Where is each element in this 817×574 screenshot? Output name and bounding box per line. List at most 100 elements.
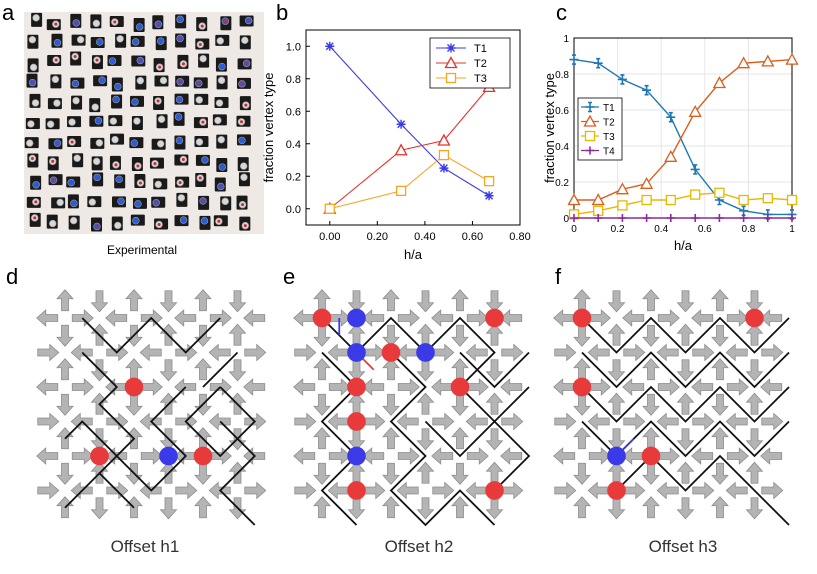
magnet-pole: [116, 35, 124, 43]
spin-arrow: [745, 497, 764, 520]
magnet: [129, 137, 144, 149]
spin-arrow: [711, 427, 729, 450]
magnet-pole: [179, 216, 188, 224]
spin-arrow: [293, 447, 316, 465]
spin-arrow: [642, 496, 660, 519]
spin-arrow: [711, 289, 729, 312]
magnet: [110, 133, 125, 145]
magnet-pole: [238, 136, 246, 145]
magnet-pole: [98, 76, 106, 84]
legend-label-c: T4: [603, 147, 615, 158]
spin-arrow: [711, 462, 729, 485]
spin-arrow: [485, 392, 504, 415]
spin-arrow: [416, 323, 435, 346]
positive-charge: [124, 377, 144, 397]
magnet-dot: [244, 103, 248, 107]
magnet-dot: [34, 200, 38, 204]
spin-arrow: [622, 309, 645, 327]
magnet-dot: [239, 120, 243, 124]
magnet: [131, 157, 143, 172]
spin-arrow: [588, 447, 611, 465]
panel-label-f: f: [555, 264, 562, 289]
magnet-pole: [46, 120, 55, 128]
magnet-dot: [113, 20, 117, 24]
magnet-dot: [201, 120, 205, 124]
magnet: [156, 114, 168, 129]
positive-charge: [485, 481, 504, 500]
magnet-dot: [178, 80, 182, 84]
spin-arrow: [90, 290, 109, 313]
magnet: [220, 196, 232, 211]
flux-string: [64, 386, 188, 492]
magnet: [29, 212, 41, 227]
spin-arrow: [105, 309, 128, 327]
magnet: [115, 33, 127, 48]
magnet-dot: [223, 19, 227, 23]
spin-arrow: [501, 343, 524, 362]
magnet-pole: [218, 163, 226, 171]
magnet-pole: [217, 135, 225, 144]
series-line-b-t3: [329, 154, 490, 210]
spin-arrow: [140, 447, 163, 465]
x-tick-label-c: 0.4: [654, 224, 668, 235]
spin-arrow: [745, 428, 764, 451]
magnet: [237, 157, 249, 172]
y-tick-label-b: 1.0: [286, 41, 301, 53]
magnet-dot: [219, 184, 223, 188]
spin-arrow: [676, 359, 695, 382]
positive-charge: [193, 446, 213, 466]
magnet-pole: [195, 96, 203, 104]
magnet-pole: [131, 38, 140, 46]
spin-arrow: [56, 358, 74, 381]
magnet-pole: [135, 23, 144, 31]
spin-arrow: [382, 289, 400, 312]
spin-arrow: [431, 378, 454, 396]
magnet: [70, 13, 82, 28]
spin-arrow: [347, 461, 366, 484]
magnet: [174, 154, 189, 166]
spin-arrow: [554, 343, 577, 362]
caption-offset-h2: Offset h2: [385, 537, 454, 556]
panel-label-a: a: [2, 0, 15, 25]
spin-arrow: [228, 290, 247, 313]
data-point-c-t2: [761, 54, 775, 67]
spin-arrow: [397, 447, 420, 465]
magnet: [68, 215, 80, 230]
magnet: [26, 196, 41, 208]
magnet: [175, 14, 187, 29]
flux-string: [320, 351, 358, 526]
magnet-pole: [112, 95, 120, 104]
spin-arrow: [466, 309, 489, 327]
magnet: [239, 216, 251, 231]
magnet: [51, 33, 63, 48]
magnet-pole: [92, 157, 101, 166]
magnet-pole: [70, 199, 78, 208]
series-line-c-t1: [573, 58, 792, 216]
magnet: [154, 218, 169, 230]
magnet: [195, 154, 210, 166]
spin-arrow: [623, 481, 646, 500]
data-point-c-t2: [712, 76, 727, 89]
magnet: [214, 177, 226, 192]
spin-arrow: [657, 378, 680, 396]
magnet-dot: [30, 156, 34, 160]
y-tick-label-c: 0: [563, 214, 569, 225]
magnet: [174, 215, 189, 227]
magnet-dot: [157, 222, 161, 226]
spin-arrow: [692, 481, 715, 500]
data-point-c-t1: [617, 74, 627, 85]
magnet-dot: [138, 59, 142, 63]
magnet: [133, 17, 145, 32]
magnet: [91, 55, 103, 70]
spin-arrow: [573, 358, 591, 381]
spin-arrow: [676, 392, 695, 415]
data-point-b-t3: [324, 203, 335, 214]
y-tick-label-b: 0.2: [286, 171, 301, 183]
spin-arrow: [37, 412, 60, 431]
data-point-c-t2: [688, 104, 702, 117]
spin-arrow: [657, 309, 680, 327]
spin-arrow: [125, 393, 143, 416]
magnet: [46, 214, 58, 229]
magnet-pole: [175, 136, 184, 145]
data-point-c-t1: [666, 111, 676, 123]
